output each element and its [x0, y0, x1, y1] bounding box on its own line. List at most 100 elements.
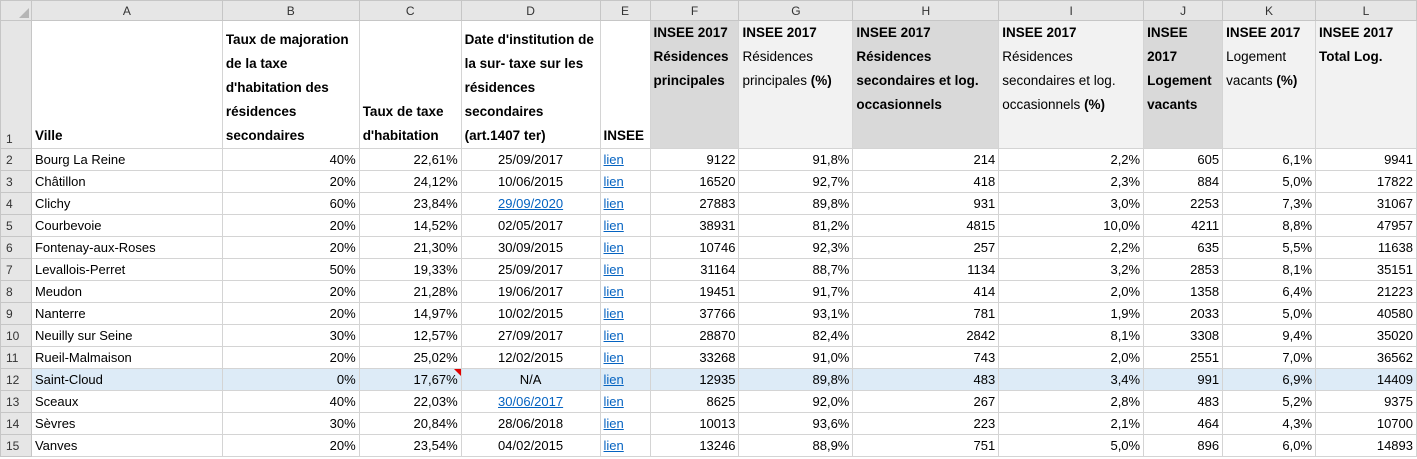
cell-insee-link[interactable]: lien [599, 346, 651, 369]
cell-rp[interactable]: 27883 [649, 192, 740, 215]
cell-header-rp-pct[interactable]: INSEE 2017 Résidences principales (%) [738, 20, 854, 149]
cell-rp[interactable]: 16520 [649, 170, 740, 193]
cell-majoration[interactable]: 20% [221, 170, 360, 193]
cell-date[interactable]: 04/02/2015 [460, 434, 601, 457]
row-header[interactable]: 4 [0, 192, 32, 215]
cell-lv-pct[interactable]: 5,5% [1222, 236, 1317, 259]
cell-rp-pct[interactable]: 89,8% [738, 192, 854, 215]
cell-date[interactable]: 10/06/2015 [460, 170, 601, 193]
cell-rs-pct[interactable]: 2,0% [998, 280, 1145, 303]
cell-lv-pct[interactable]: 4,3% [1222, 412, 1317, 435]
insee-link[interactable]: lien [603, 240, 624, 255]
cell-majoration[interactable]: 50% [221, 258, 360, 281]
cell-rs-pct[interactable]: 2,2% [998, 236, 1145, 259]
cell-taux[interactable]: 22,03% [358, 390, 462, 413]
cell-insee-link[interactable]: lien [599, 324, 651, 347]
cell-lv[interactable]: 464 [1143, 412, 1224, 435]
column-header-h[interactable]: H [852, 0, 1000, 21]
cell-lv[interactable]: 896 [1143, 434, 1224, 457]
cell-lv[interactable]: 884 [1143, 170, 1224, 193]
cell-rs-pct[interactable]: 8,1% [998, 324, 1145, 347]
cell-date[interactable]: 25/09/2017 [460, 258, 601, 281]
cell-lv[interactable]: 1358 [1143, 280, 1224, 303]
column-header-k[interactable]: K [1222, 0, 1317, 21]
cell-insee-link[interactable]: lien [599, 170, 651, 193]
cell-rs-pct[interactable]: 2,1% [998, 412, 1145, 435]
row-header[interactable]: 2 [0, 148, 32, 171]
cell-ville[interactable]: Fontenay-aux-Roses [30, 236, 223, 259]
cell-ville[interactable]: Rueil-Malmaison [30, 346, 223, 369]
cell-rs-pct[interactable]: 10,0% [998, 214, 1145, 237]
select-all-corner[interactable] [0, 0, 32, 21]
cell-rs[interactable]: 2842 [852, 324, 1000, 347]
cell-ville[interactable]: Saint-Cloud [30, 368, 223, 391]
cell-date[interactable]: 30/09/2015 [460, 236, 601, 259]
cell-rs-pct[interactable]: 5,0% [998, 434, 1145, 457]
insee-link[interactable]: lien [603, 284, 624, 299]
cell-taux[interactable]: 23,84% [358, 192, 462, 215]
cell-rp-pct[interactable]: 93,1% [738, 302, 854, 325]
insee-link[interactable]: lien [603, 196, 624, 211]
row-header[interactable]: 14 [0, 412, 32, 435]
insee-link[interactable]: lien [603, 416, 624, 431]
cell-total[interactable]: 35151 [1315, 258, 1417, 281]
cell-ville[interactable]: Courbevoie [30, 214, 223, 237]
cell-total[interactable]: 35020 [1315, 324, 1417, 347]
cell-taux[interactable]: 17,67% [358, 368, 462, 391]
cell-ville[interactable]: Vanves [30, 434, 223, 457]
cell-rp-pct[interactable]: 92,3% [738, 236, 854, 259]
cell-rp[interactable]: 10746 [649, 236, 740, 259]
cell-rp[interactable]: 10013 [649, 412, 740, 435]
cell-lv-pct[interactable]: 7,3% [1222, 192, 1317, 215]
cell-header-majoration[interactable]: Taux de majoration de la taxe d'habitati… [221, 20, 360, 149]
row-header[interactable]: 11 [0, 346, 32, 369]
cell-ville[interactable]: Châtillon [30, 170, 223, 193]
cell-rs[interactable]: 214 [852, 148, 1000, 171]
cell-rp-pct[interactable]: 91,7% [738, 280, 854, 303]
cell-taux[interactable]: 21,28% [358, 280, 462, 303]
cell-insee-link[interactable]: lien [599, 390, 651, 413]
cell-rp[interactable]: 9122 [649, 148, 740, 171]
cell-taux[interactable]: 24,12% [358, 170, 462, 193]
cell-total[interactable]: 21223 [1315, 280, 1417, 303]
cell-rs[interactable]: 1134 [852, 258, 1000, 281]
row-header[interactable]: 6 [0, 236, 32, 259]
insee-link[interactable]: lien [603, 438, 624, 453]
cell-majoration[interactable]: 40% [221, 390, 360, 413]
cell-insee-link[interactable]: lien [599, 280, 651, 303]
cell-rp-pct[interactable]: 92,0% [738, 390, 854, 413]
cell-lv[interactable]: 2033 [1143, 302, 1224, 325]
cell-rp[interactable]: 38931 [649, 214, 740, 237]
insee-link[interactable]: lien [603, 306, 624, 321]
cell-rp-pct[interactable]: 88,9% [738, 434, 854, 457]
cell-insee-link[interactable]: lien [599, 148, 651, 171]
cell-header-taux[interactable]: Taux de taxe d'habitation [358, 20, 462, 149]
cell-lv[interactable]: 635 [1143, 236, 1224, 259]
cell-date[interactable]: 12/02/2015 [460, 346, 601, 369]
cell-date[interactable]: N/A [460, 368, 601, 391]
cell-rp-pct[interactable]: 89,8% [738, 368, 854, 391]
cell-total[interactable]: 36562 [1315, 346, 1417, 369]
cell-lv-pct[interactable]: 9,4% [1222, 324, 1317, 347]
cell-lv-pct[interactable]: 6,4% [1222, 280, 1317, 303]
cell-header-lv-pct[interactable]: INSEE 2017 Logement vacants (%) [1222, 20, 1317, 149]
cell-rs-pct[interactable]: 2,3% [998, 170, 1145, 193]
cell-rp[interactable]: 28870 [649, 324, 740, 347]
cell-lv[interactable]: 3308 [1143, 324, 1224, 347]
cell-rs[interactable]: 781 [852, 302, 1000, 325]
cell-majoration[interactable]: 20% [221, 214, 360, 237]
cell-date[interactable]: 10/02/2015 [460, 302, 601, 325]
cell-total[interactable]: 40580 [1315, 302, 1417, 325]
cell-rs-pct[interactable]: 3,4% [998, 368, 1145, 391]
cell-rs-pct[interactable]: 2,0% [998, 346, 1145, 369]
column-header-c[interactable]: C [358, 0, 462, 21]
cell-insee-link[interactable]: lien [599, 302, 651, 325]
cell-rs[interactable]: 257 [852, 236, 1000, 259]
column-header-l[interactable]: L [1315, 0, 1417, 21]
cell-lv[interactable]: 483 [1143, 390, 1224, 413]
cell-lv-pct[interactable]: 5,0% [1222, 170, 1317, 193]
cell-insee-link[interactable]: lien [599, 236, 651, 259]
cell-rp-pct[interactable]: 91,0% [738, 346, 854, 369]
cell-ville[interactable]: Nanterre [30, 302, 223, 325]
cell-lv[interactable]: 4211 [1143, 214, 1224, 237]
